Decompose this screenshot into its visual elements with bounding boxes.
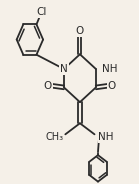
Text: CH₃: CH₃	[45, 132, 63, 142]
Text: O: O	[44, 81, 52, 91]
Text: NH: NH	[102, 64, 118, 74]
Text: Cl: Cl	[36, 7, 47, 17]
Text: O: O	[76, 26, 84, 36]
Text: NH: NH	[98, 132, 114, 142]
Text: O: O	[108, 81, 116, 91]
Text: N: N	[60, 64, 68, 74]
